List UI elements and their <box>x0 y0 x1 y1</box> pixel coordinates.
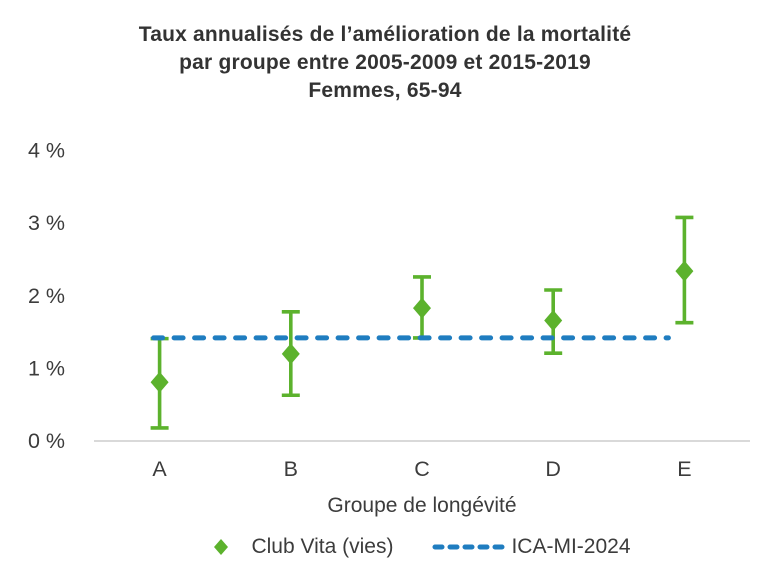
x-tick-label-E: E <box>677 457 691 481</box>
y-tick-label-3: 3 % <box>28 211 65 235</box>
diamond-marker-shape <box>214 539 229 555</box>
data-point-diamond-C <box>413 297 431 319</box>
y-tick-label-2: 2 % <box>28 284 65 308</box>
data-point-diamond-B <box>281 343 300 365</box>
x-tick-label-A: A <box>152 457 167 481</box>
dashed-line-icon <box>432 544 506 550</box>
chart-title-line3: Femmes, 65-94 <box>308 79 462 102</box>
data-point-diamond-A <box>150 371 169 393</box>
x-tick-label-C: C <box>414 457 430 481</box>
diamond-marker-icon <box>214 539 229 555</box>
chart-title-line1: Taux annualisés de l’amélioration de la … <box>138 23 632 46</box>
x-tick-label-D: D <box>545 457 561 481</box>
legend-item-ica-mi-2024: ICA-MI-2024 <box>431 535 631 559</box>
legend-item-club-vita: Club Vita (vies) <box>213 535 393 559</box>
legend: Club Vita (vies) ICA-MI-2024 <box>94 535 750 559</box>
chart-title: Taux annualisés de l’amélioration de la … <box>0 21 770 105</box>
legend-label-ica-mi-2024: ICA-MI-2024 <box>511 535 631 558</box>
y-tick-label-0: 0 % <box>28 429 65 453</box>
legend-label-club-vita: Club Vita (vies) <box>251 535 394 558</box>
data-point-diamond-D <box>544 309 563 331</box>
y-tick-label-1: 1 % <box>28 356 65 380</box>
y-tick-label-4: 4 % <box>28 139 65 163</box>
chart-title-line2: par groupe entre 2005-2009 et 2015-2019 <box>179 51 591 74</box>
x-tick-label-B: B <box>284 457 298 481</box>
data-point-diamond-E <box>675 260 694 282</box>
x-axis-title: Groupe de longévité <box>327 494 517 517</box>
